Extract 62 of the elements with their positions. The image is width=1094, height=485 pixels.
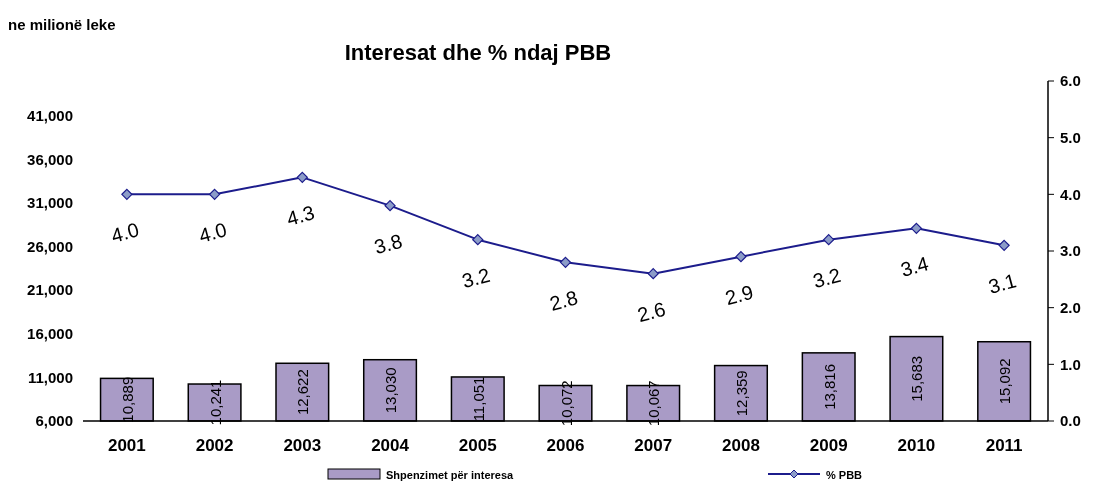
y2-tick-label: 1.0 xyxy=(1060,355,1081,373)
y-tick-label: 31,000 xyxy=(27,194,73,212)
x-tick-label: 2001 xyxy=(107,436,146,455)
data-label: 10,072 xyxy=(557,380,575,427)
data-label: 15,092 xyxy=(996,358,1014,405)
y2-tick-label: 4.0 xyxy=(1060,185,1081,203)
y-tick-label: 21,000 xyxy=(27,281,73,299)
y-tick-label: 16,000 xyxy=(27,325,73,343)
data-label: 10,241 xyxy=(206,379,224,426)
data-label: 2.6 xyxy=(635,297,668,327)
point xyxy=(647,268,659,280)
data-label: 12,622 xyxy=(294,369,312,416)
y-tick-label: 41,000 xyxy=(27,107,73,125)
legend-label: % PBB xyxy=(826,469,863,481)
data-label: 3.1 xyxy=(986,269,1019,298)
y-tick-label: 6,000 xyxy=(35,412,73,430)
x-tick-label: 2011 xyxy=(985,436,1023,455)
data-label: 12,359 xyxy=(732,370,750,417)
data-label: 13,030 xyxy=(382,367,400,414)
y-tick-label: 11,000 xyxy=(27,368,73,386)
y2-tick-label: 3.0 xyxy=(1060,242,1081,260)
point xyxy=(384,200,396,212)
data-label: 4.0 xyxy=(196,218,230,247)
data-label: 3.4 xyxy=(898,252,931,281)
data-label: 13,816 xyxy=(820,363,838,410)
x-tick-label: 2007 xyxy=(634,436,673,455)
point xyxy=(208,188,221,200)
x-tick-label: 2009 xyxy=(809,436,848,455)
y-tick-label: 36,000 xyxy=(27,150,73,168)
legend-label: Shpenzimet për interesa xyxy=(386,469,515,481)
data-label: 4.0 xyxy=(108,218,142,247)
point xyxy=(823,234,835,246)
point xyxy=(559,256,572,268)
data-label: 2.9 xyxy=(722,280,756,310)
point xyxy=(998,239,1010,251)
y2-tick-label: 5.0 xyxy=(1060,128,1081,146)
point xyxy=(472,234,484,246)
data-label: 3.2 xyxy=(459,263,493,293)
x-tick-label: 2006 xyxy=(546,436,585,455)
y2-tick-label: 2.0 xyxy=(1060,298,1081,316)
y-tick-label: 26,000 xyxy=(27,237,73,255)
point xyxy=(121,188,133,200)
data-label: 3.8 xyxy=(371,229,405,259)
y2-tick-label: 0.0 xyxy=(1060,412,1081,430)
x-tick-label: 2004 xyxy=(371,436,410,455)
chart-title: Interesat dhe % ndaj PBB xyxy=(344,40,612,65)
x-tick-label: 2010 xyxy=(897,436,936,455)
data-label: 15,683 xyxy=(908,355,926,402)
y2-tick-label: 6.0 xyxy=(1060,72,1081,90)
data-label: 11,051 xyxy=(469,376,487,422)
point xyxy=(910,222,923,234)
x-tick-label: 2005 xyxy=(458,436,497,455)
x-tick-label: 2008 xyxy=(722,436,760,455)
y-axis-title: ne milionë leke xyxy=(8,16,116,33)
data-label: 3.2 xyxy=(810,263,844,293)
point xyxy=(735,251,747,263)
data-label: 2.8 xyxy=(547,286,580,315)
x-tick-label: 2002 xyxy=(195,436,234,455)
point xyxy=(296,171,308,183)
x-tick-label: 2003 xyxy=(283,436,322,455)
data-label: 4.3 xyxy=(284,201,317,230)
data-label: 10,067 xyxy=(645,380,663,427)
